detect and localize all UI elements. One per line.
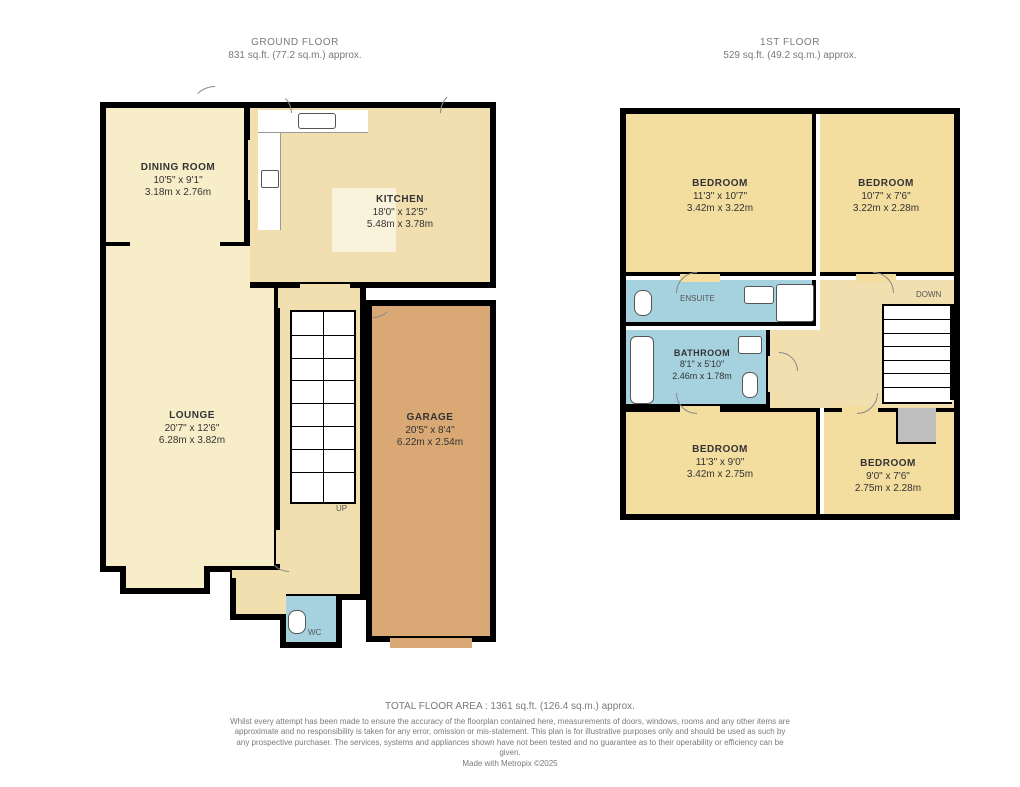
ensuite-toilet-icon bbox=[634, 290, 652, 316]
first-floor-plan: ENSUITE DOWN BEDROOM 11'3" x 10'7" 3.42m… bbox=[620, 108, 960, 538]
first-floor-title: 1ST FLOOR bbox=[690, 36, 890, 49]
ground-floor-area: 831 sq.ft. (77.2 sq.m.) approx. bbox=[175, 49, 415, 62]
hob-icon bbox=[261, 170, 279, 188]
ensuite-shower-icon bbox=[776, 284, 814, 322]
ground-floor-title: GROUND FLOOR bbox=[175, 36, 415, 49]
credit-text: Made with Metropix ©2025 bbox=[0, 759, 1020, 769]
first-floor-area: 529 sq.ft. (49.2 sq.m.) approx. bbox=[690, 49, 890, 62]
dining-label: DINING ROOM 10'5" x 9'1" 3.18m x 2.76m bbox=[118, 162, 238, 200]
ensuite-basin-icon bbox=[744, 286, 774, 304]
garage-room bbox=[366, 300, 496, 642]
bed2-label: BEDROOM 10'7" x 7'6" 3.22m x 2.28m bbox=[826, 178, 946, 216]
garage-label: GARAGE 20'5" x 8'4" 6.22m x 2.54m bbox=[370, 412, 490, 450]
bathroom-label: BATHROOM 8'1" x 5'10" 2.46m x 1.78m bbox=[642, 348, 762, 382]
wc-toilet-icon bbox=[288, 610, 306, 634]
first-stairs bbox=[882, 304, 952, 404]
kitchen-sink-icon bbox=[298, 113, 336, 129]
first-floor-header: 1ST FLOOR 529 sq.ft. (49.2 sq.m.) approx… bbox=[690, 36, 890, 62]
closet bbox=[896, 408, 936, 444]
up-label: UP bbox=[336, 504, 347, 513]
bed4-label: BEDROOM 9'0" x 7'6" 2.75m x 2.28m bbox=[828, 458, 948, 496]
ground-floor-header: GROUND FLOOR 831 sq.ft. (77.2 sq.m.) app… bbox=[175, 36, 415, 62]
entry bbox=[230, 572, 286, 620]
lounge-label: LOUNGE 20'7" x 12'6" 6.28m x 3.82m bbox=[132, 410, 252, 448]
wc-label: WC bbox=[308, 628, 321, 637]
total-area: TOTAL FLOOR AREA : 1361 sq.ft. (126.4 sq… bbox=[0, 700, 1020, 713]
lounge-room bbox=[100, 242, 280, 572]
footer: TOTAL FLOOR AREA : 1361 sq.ft. (126.4 sq… bbox=[0, 700, 1020, 769]
down-label: DOWN bbox=[916, 290, 941, 299]
bed3-label: BEDROOM 11'3" x 9'0" 3.42m x 2.75m bbox=[660, 444, 780, 482]
disclaimer-text: Whilst every attempt has been made to en… bbox=[230, 717, 790, 759]
ground-floor-plan: UP WC DINING ROOM 10'5" x 9'1" 3.18m x 2… bbox=[100, 90, 500, 670]
ground-stairs bbox=[290, 310, 356, 504]
bed1-label: BEDROOM 11'3" x 10'7" 3.42m x 3.22m bbox=[660, 178, 780, 216]
ensuite-label: ENSUITE bbox=[680, 294, 715, 303]
kitchen-label: KITCHEN 18'0" x 12'5" 5.48m x 3.78m bbox=[340, 194, 460, 232]
